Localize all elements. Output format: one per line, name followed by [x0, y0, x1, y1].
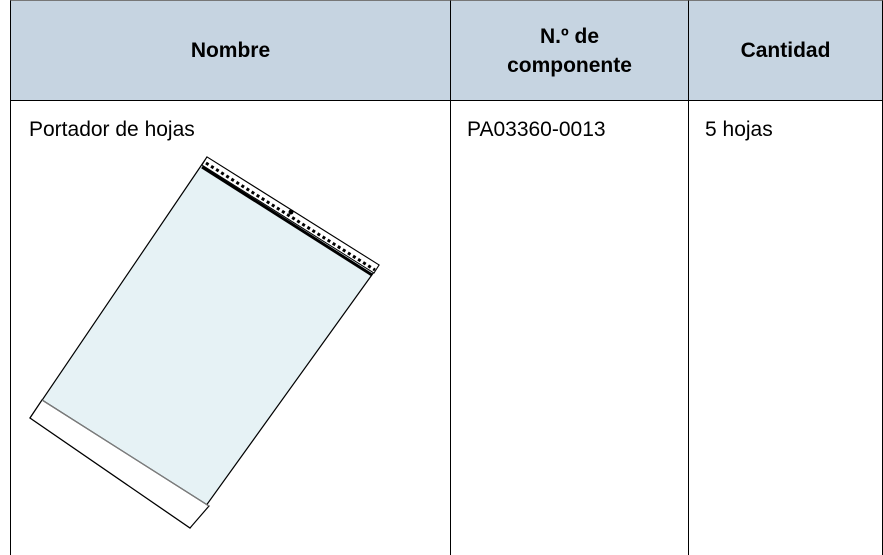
header-cell: Cantidad	[688, 0, 883, 101]
carrier-body	[29, 156, 380, 529]
center-mark	[288, 209, 294, 215]
body-cell: 5 hojas	[688, 101, 883, 555]
strip-edge	[201, 165, 373, 277]
fold-line	[41, 399, 210, 507]
header-text: Cantidad	[740, 39, 831, 62]
sheet-carrier-illustration	[29, 156, 380, 529]
cell-text: PA03360-0013	[467, 118, 606, 141]
header-text: N.º de componente	[507, 24, 632, 77]
cell-text: 5 hojas	[705, 118, 773, 141]
body-cell: Portador de hojas	[10, 101, 450, 555]
header-cell: Nombre	[10, 0, 450, 101]
body-cell: PA03360-0013	[450, 101, 688, 555]
carrier-bottom	[30, 400, 209, 528]
header-text: Nombre	[190, 39, 271, 62]
header-cell: N.º de componente	[450, 0, 688, 101]
cell-text: Portador de hojas	[29, 118, 195, 141]
